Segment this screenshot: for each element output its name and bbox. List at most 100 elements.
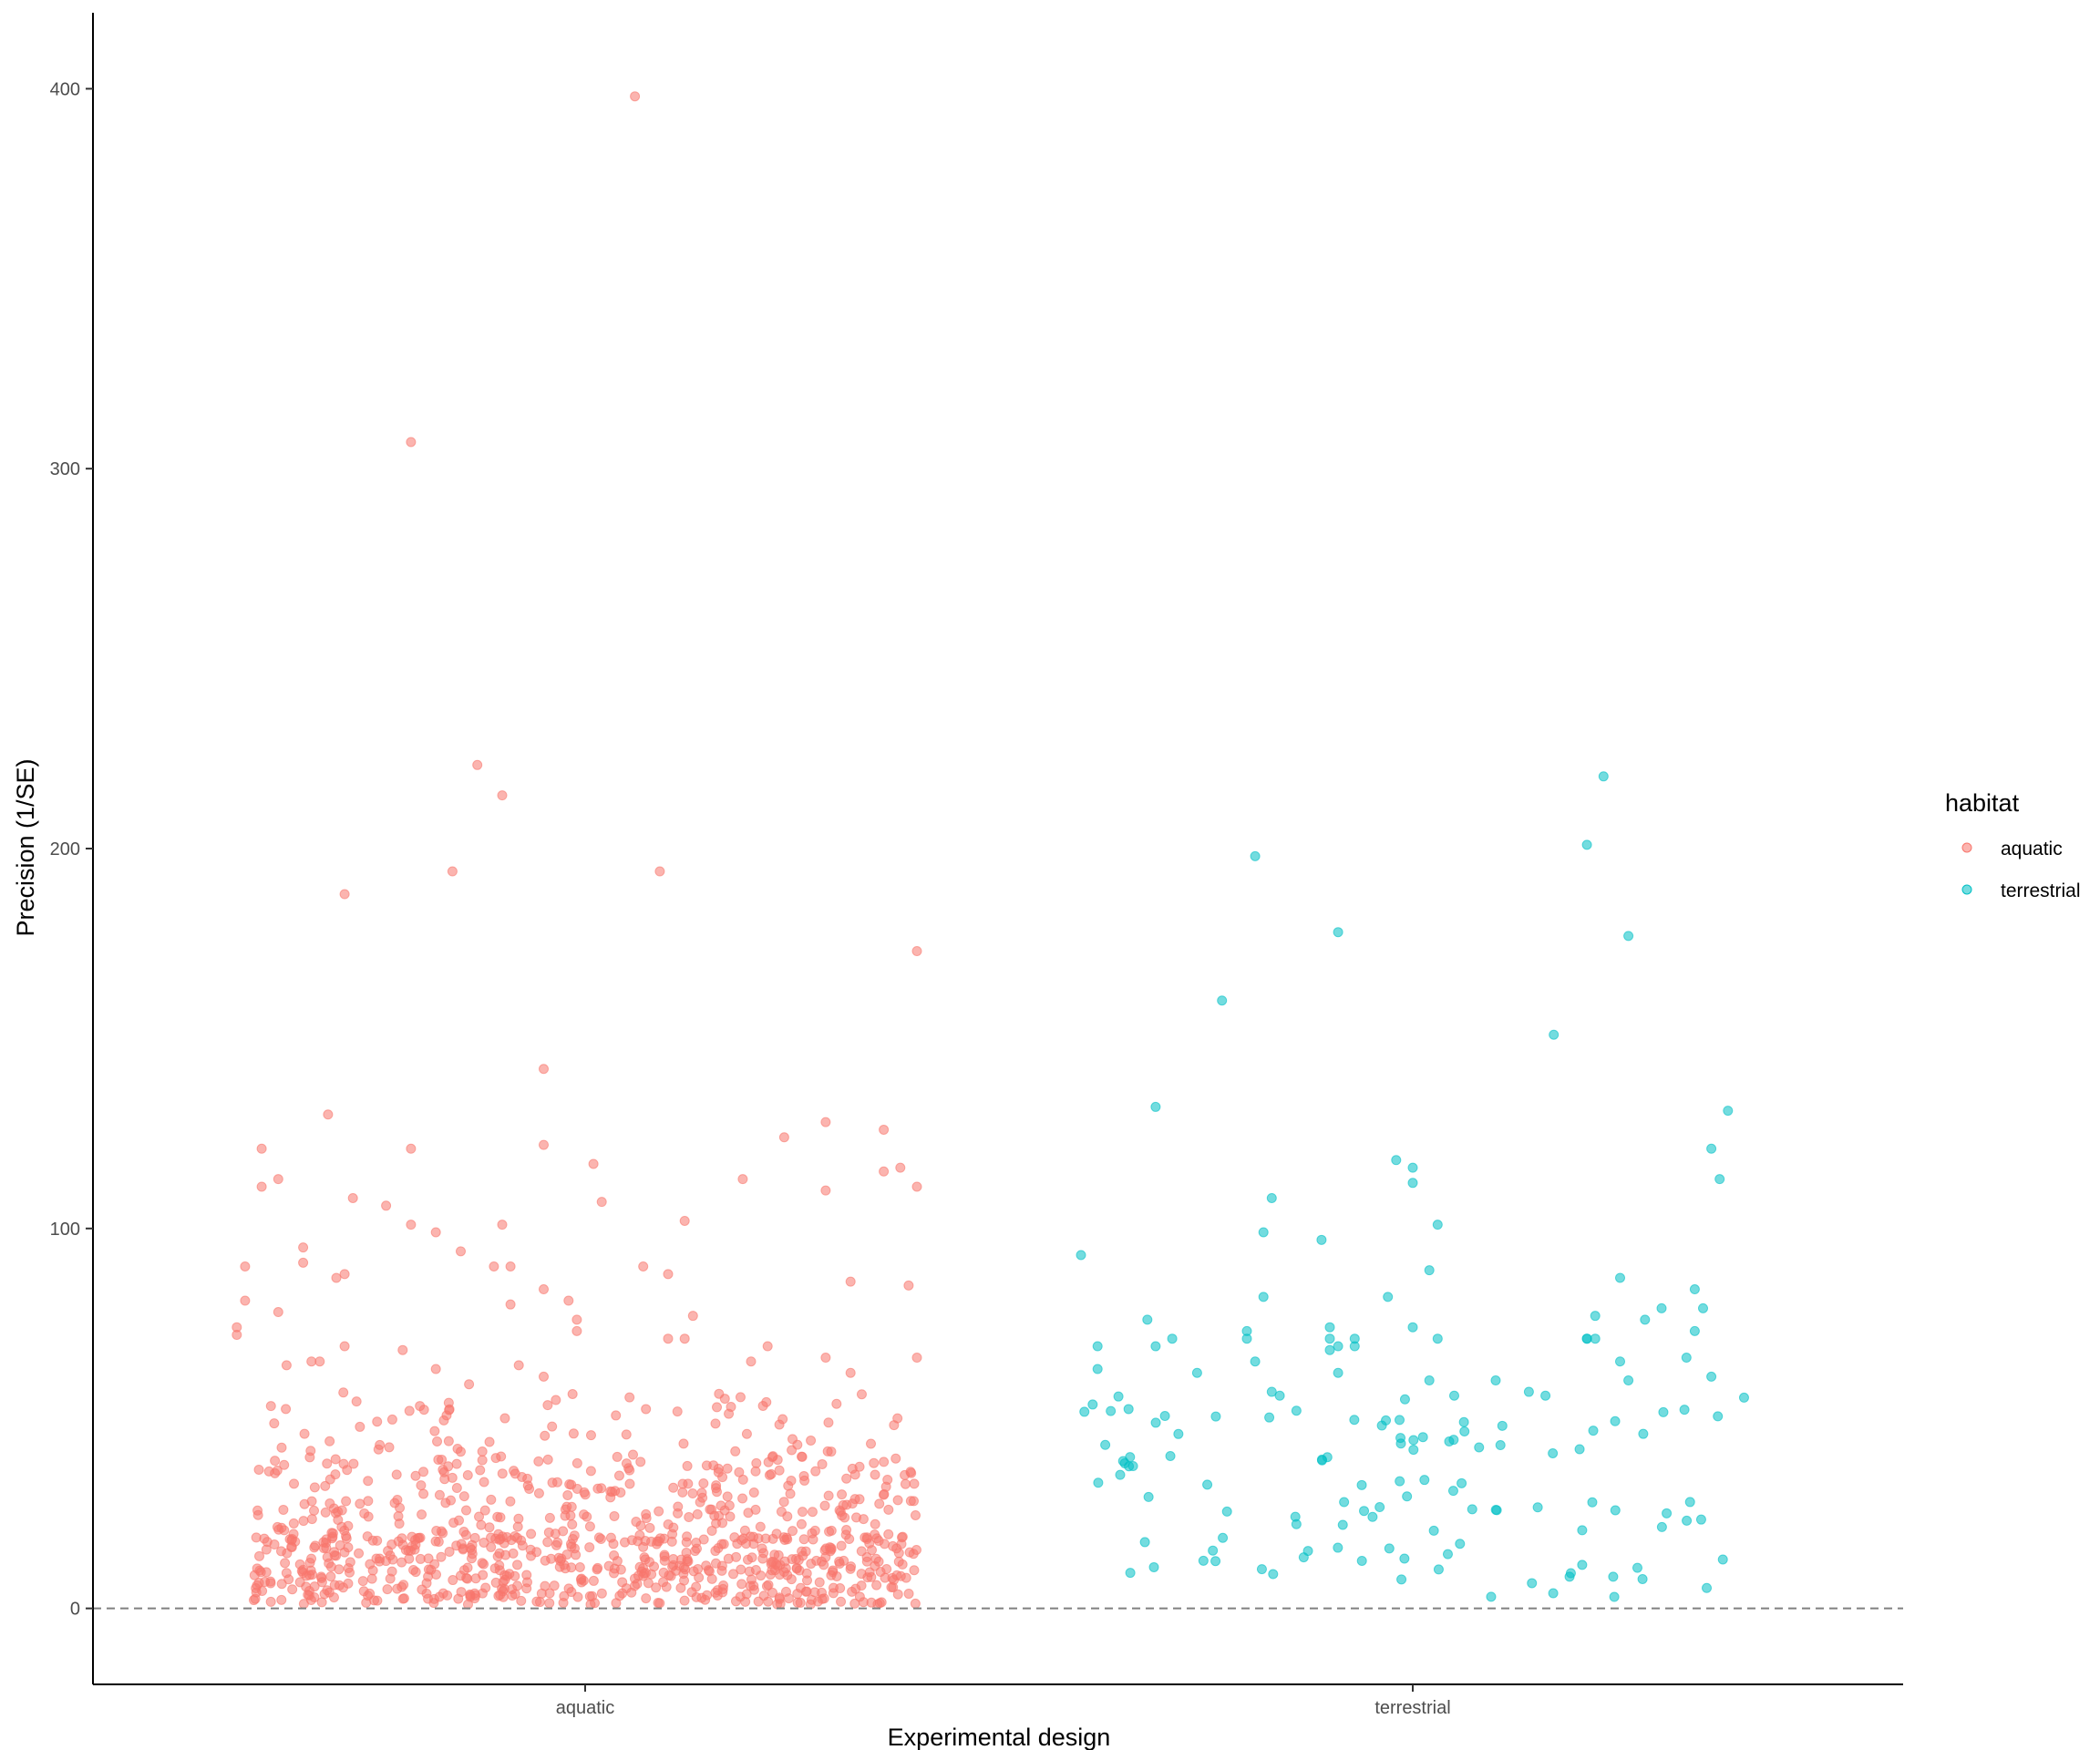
data-point-terrestrial [1316,1234,1327,1245]
data-point-aquatic [299,1428,310,1439]
data-point-terrestrial [1457,1477,1467,1488]
data-point-aquatic [460,1529,471,1540]
data-point-aquatic [606,1487,617,1498]
data-point-aquatic [836,1596,847,1607]
data-point-aquatic [876,1597,887,1608]
data-point-aquatic [479,1477,489,1488]
plot-background [93,13,1903,1684]
data-point-aquatic [343,1578,354,1589]
data-point-aquatic [276,1579,287,1590]
data-point-terrestrial [1274,1390,1285,1401]
data-point-aquatic [434,1489,445,1500]
legend-label-terrestrial: terrestrial [2001,880,2081,901]
data-point-aquatic [802,1575,813,1586]
data-point-aquatic [342,1465,353,1476]
data-point-aquatic [628,1449,639,1460]
data-point-aquatic [679,1595,690,1606]
data-point-terrestrial [1590,1311,1601,1322]
data-point-aquatic [892,1495,903,1506]
data-point-terrestrial [1679,1405,1690,1415]
data-point-aquatic [611,1410,622,1421]
data-point-aquatic [395,1502,406,1513]
data-point-terrestrial [1266,1386,1277,1397]
data-point-aquatic [605,1532,616,1543]
data-point-aquatic [322,1458,333,1469]
data-point-aquatic [387,1554,398,1565]
data-point-aquatic [810,1466,821,1477]
data-point-aquatic [381,1200,392,1211]
data-point-aquatic [495,1512,506,1523]
data-point-aquatic [391,1469,402,1480]
data-point-aquatic [447,866,458,877]
data-point-aquatic [357,1576,368,1587]
data-point-aquatic [348,1458,359,1469]
data-point-aquatic [256,1143,267,1154]
data-point-aquatic [774,1593,785,1604]
data-point-aquatic [339,889,350,900]
data-point-aquatic [505,1496,516,1507]
data-point-aquatic [371,1553,382,1564]
data-point-aquatic [580,1489,591,1500]
data-point-aquatic [595,1534,606,1545]
data-point-terrestrial [1682,1515,1693,1526]
data-point-aquatic [882,1474,893,1485]
data-point-terrestrial [1324,1344,1335,1355]
data-point-aquatic [678,1438,689,1449]
data-point-terrestrial [1723,1106,1734,1117]
data-point-terrestrial [1565,1568,1576,1579]
data-point-aquatic [723,1553,734,1564]
data-point-terrestrial [1474,1442,1485,1453]
data-point-aquatic [592,1483,603,1494]
data-point-aquatic [712,1402,723,1413]
data-point-aquatic [281,1360,292,1371]
data-point-aquatic [710,1418,721,1429]
data-point-aquatic [892,1589,903,1600]
data-point-aquatic [748,1580,759,1591]
data-point-aquatic [524,1484,535,1495]
data-point-aquatic [320,1507,331,1518]
data-point-aquatic [496,1451,507,1462]
data-point-aquatic [372,1416,383,1427]
data-point-aquatic [461,1505,472,1516]
data-point-terrestrial [1577,1525,1588,1536]
data-point-aquatic [698,1477,709,1488]
data-point-aquatic [309,1581,320,1592]
data-point-aquatic [856,1569,867,1580]
data-point-aquatic [458,1491,469,1502]
data-point-terrestrial [1548,1447,1559,1458]
data-point-aquatic [675,1582,686,1593]
data-point-aquatic [584,1542,595,1553]
data-point-aquatic [691,1581,702,1592]
data-point-terrestrial [1640,1314,1651,1325]
data-point-aquatic [587,1590,598,1601]
data-point-aquatic [252,1505,263,1516]
data-point-aquatic [900,1478,911,1489]
data-point-aquatic [406,1143,417,1154]
data-point-aquatic [363,1496,374,1507]
data-point-aquatic [299,1498,310,1509]
data-point-aquatic [240,1295,251,1306]
data-point-aquatic [796,1518,807,1529]
data-point-aquatic [355,1421,365,1432]
data-point-aquatic [319,1589,330,1600]
data-point-aquatic [341,1496,352,1507]
data-point-aquatic [850,1583,861,1594]
data-point-terrestrial [1458,1416,1469,1427]
data-point-aquatic [282,1548,293,1559]
data-point-aquatic [505,1261,516,1271]
data-point-terrestrial [1467,1504,1477,1515]
data-point-aquatic [817,1458,828,1469]
data-point-aquatic [726,1402,736,1413]
data-point-terrestrial [1264,1412,1275,1423]
data-point-aquatic [367,1535,378,1546]
data-point-terrestrial [1656,1521,1667,1532]
data-point-aquatic [464,1379,475,1390]
data-point-aquatic [434,1591,445,1602]
data-point-aquatic [698,1534,709,1545]
data-point-aquatic [316,1577,327,1588]
data-point-aquatic [614,1590,625,1601]
data-point-aquatic [430,1227,441,1238]
data-point-aquatic [497,1583,508,1594]
data-point-aquatic [492,1551,503,1562]
